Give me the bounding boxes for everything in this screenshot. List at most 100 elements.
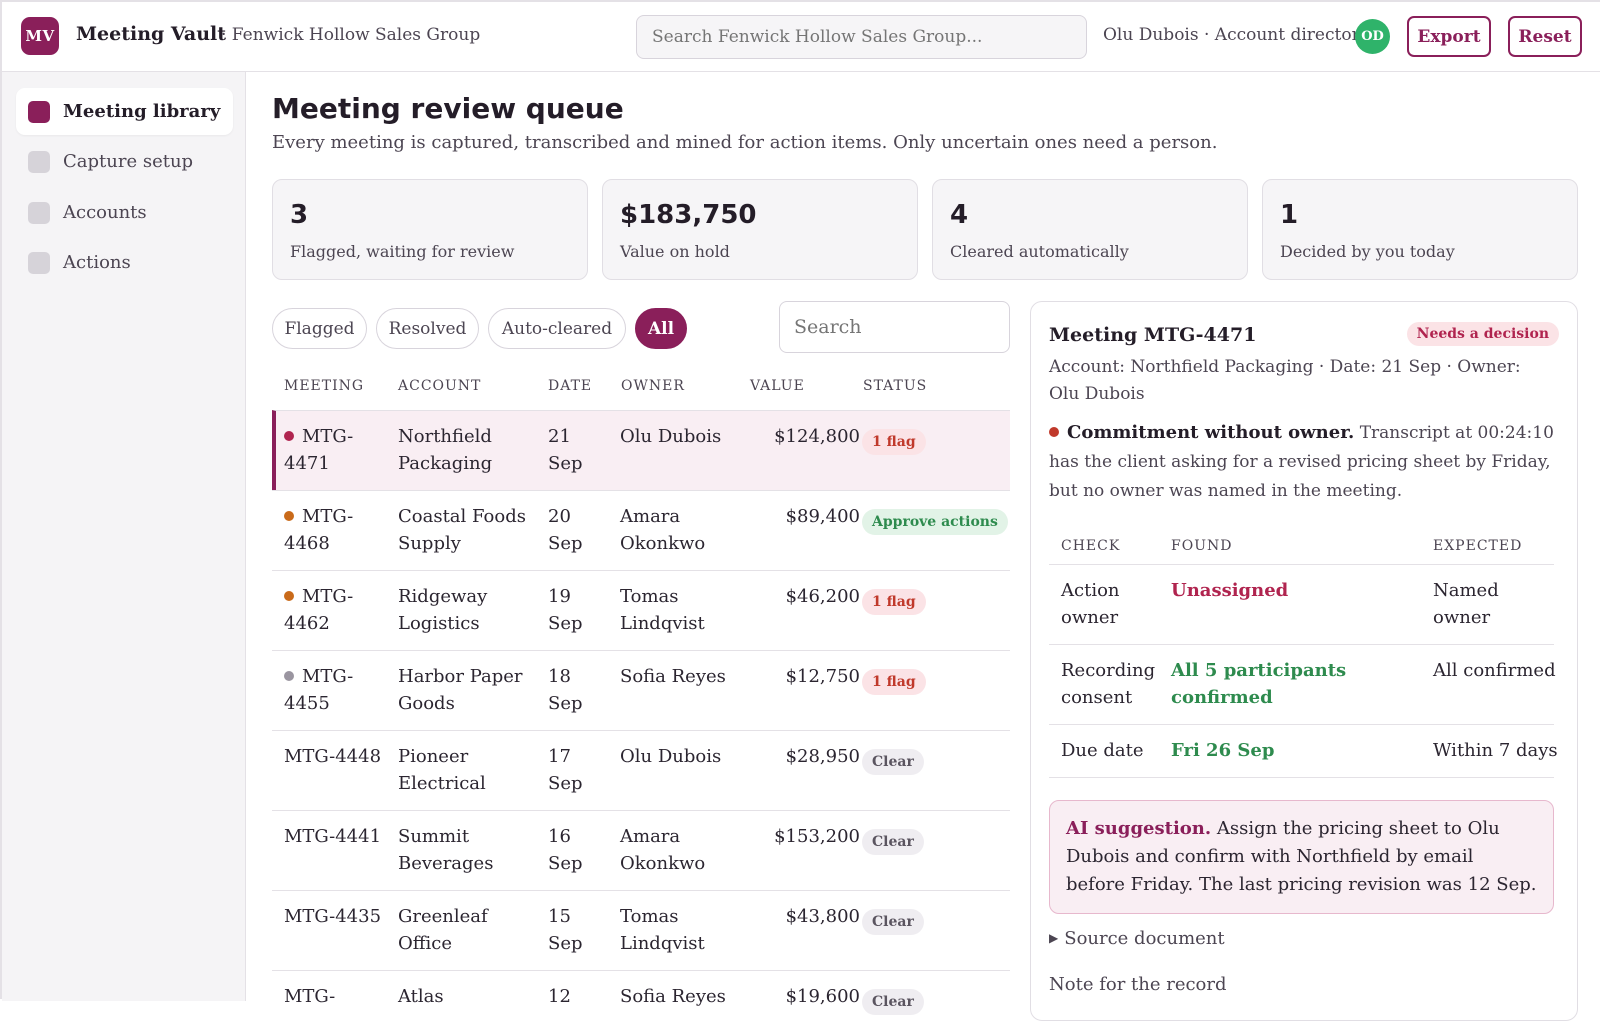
detail-meta: Account: Northfield Packaging · Date: 21… (1049, 357, 1521, 404)
filter-resolved[interactable]: Resolved (376, 308, 479, 349)
sidebar-item-meeting-library[interactable]: Meeting library (16, 88, 233, 135)
owner-name: Olu Dubois (620, 423, 740, 450)
sidebar-item-capture-setup[interactable]: Capture setup (16, 138, 233, 185)
stat-label: Cleared automatically (950, 242, 1129, 261)
owner-name: Sofia Reyes (620, 983, 740, 1010)
stat-value: 4 (950, 200, 969, 230)
filter-flagged[interactable]: Flagged (272, 308, 367, 349)
deal-value-text: $43,800 (785, 906, 860, 927)
owner-name-text: Tomas Lindqvist (620, 586, 705, 634)
page-title: Meeting review queue (272, 92, 624, 125)
owner-name-text: Olu Dubois (620, 746, 722, 767)
table-row[interactable]: MTG-4471 Northfield Packaging 21 Sep Olu Du… (272, 410, 1010, 490)
deal-value: $89,400 (742, 503, 860, 530)
stat-value: $183,750 (620, 200, 757, 230)
status-cell: Clear (862, 907, 924, 935)
export-button[interactable]: Export (1407, 16, 1491, 57)
sidebar-item-accounts[interactable]: Accounts (16, 189, 233, 236)
meeting-id-text: MTG- (284, 986, 336, 1007)
owner-name: Olu Dubois (620, 743, 740, 770)
avatar[interactable]: OD (1355, 19, 1390, 54)
stat-card-cleared: 4 Cleared automatically (932, 179, 1248, 280)
owner-name-text: Amara Okonkwo (620, 826, 706, 874)
account-name: Coastal Foods Supply (398, 503, 538, 557)
stat-card-decided: 1 Decided by you today (1262, 179, 1578, 280)
status-cell: 1 flag (862, 667, 926, 695)
deal-value-text: $89,400 (785, 506, 860, 527)
table-row[interactable]: MTG-4462 Ridgeway Logistics 19 Sep Tomas Li… (272, 570, 1010, 650)
status-badge: Approve actions (862, 509, 1008, 535)
top-bar: MV Meeting Vault · Fenwick Hollow Sales … (2, 2, 1600, 72)
account-name: Ridgeway Logistics (398, 583, 538, 637)
table-row[interactable]: MTG-4441 Summit Beverages 16 Sep Amara Okon… (272, 810, 1010, 890)
issue-title: Commitment without owner. (1067, 422, 1355, 443)
table-row[interactable]: MTG-4455 Harbor Paper Goods 18 Sep Sofia Re… (272, 650, 1010, 730)
meeting-id: MTG-4448 (284, 743, 392, 770)
meeting-date-text: 12 (548, 986, 571, 1007)
status-badge: Clear (862, 989, 924, 1015)
column-header-expected: EXPECTED (1433, 538, 1523, 554)
check-expected: Named owner (1433, 580, 1499, 628)
check-row: Recording consent All 5 participants con… (1049, 644, 1556, 724)
meeting-id-text: MTG-4455 (284, 666, 354, 714)
check-found: All 5 participants confirmed (1171, 660, 1347, 708)
meeting-id: MTG-4462 (284, 583, 392, 637)
stat-label: Value on hold (620, 242, 730, 261)
actions-icon (28, 251, 50, 274)
source-document-label: Source document (1064, 928, 1225, 949)
stat-card-flagged: 3 Flagged, waiting for review (272, 179, 588, 280)
account-name-text: Harbor Paper Goods (398, 666, 523, 714)
column-header-value[interactable]: VALUE (750, 378, 805, 394)
status-cell: 1 flag (862, 587, 926, 615)
ai-suggestion-text: Assign the pricing sheet to Olu Dubois a… (1066, 818, 1537, 895)
column-header-date[interactable]: DATE (548, 378, 593, 394)
note-label: Note for the record (1049, 974, 1227, 995)
ai-suggestion: AI suggestion. Assign the pricing sheet … (1049, 800, 1554, 914)
filter-all[interactable]: All (635, 308, 687, 349)
meeting-id: MTG-4468 (284, 503, 392, 557)
status-badge: 1 flag (862, 429, 926, 455)
meeting-date: 16 Sep (548, 823, 608, 877)
status-cell: Approve actions (862, 507, 1008, 535)
meeting-id-text: MTG-4462 (284, 586, 354, 634)
meeting-id-text: MTG-4448 (284, 746, 382, 767)
meeting-search-input[interactable] (779, 301, 1010, 353)
meeting-date-text: 21 Sep (548, 426, 583, 474)
column-header-status[interactable]: STATUS (863, 378, 928, 394)
meeting-date: 21 Sep (548, 423, 608, 477)
status-badge: Clear (862, 829, 924, 855)
meeting-id: MTG-4435 (284, 903, 392, 930)
check-row: Action owner Unassigned Named owner (1049, 564, 1554, 644)
owner-name: Tomas Lindqvist (620, 903, 740, 957)
capture-setup-icon (28, 150, 50, 173)
issue-text: Transcript at 00:24:10 has the client as… (1049, 423, 1554, 501)
status-cell: 1 flag (862, 427, 926, 455)
column-header-owner[interactable]: OWNER (621, 378, 685, 394)
source-document-toggle[interactable]: ▶ Source document (1049, 928, 1225, 949)
sidebar-item-actions[interactable]: Actions (16, 239, 233, 286)
table-row[interactable]: MTG-4435 Greenleaf Office 15 Sep Tomas Lind… (272, 890, 1010, 970)
owner-name: Sofia Reyes (620, 663, 740, 690)
global-search-input[interactable] (636, 15, 1087, 59)
meeting-id-text: MTG-4441 (284, 826, 382, 847)
filter-auto-cleared[interactable]: Auto-cleared (488, 308, 626, 349)
status-badge: 1 flag (862, 589, 926, 615)
column-header-account[interactable]: ACCOUNT (398, 378, 482, 394)
deal-value: $28,950 (742, 743, 860, 770)
reset-button[interactable]: Reset (1508, 16, 1582, 57)
deal-value-text: $19,600 (785, 986, 860, 1007)
check-name: Recording consent (1061, 660, 1156, 708)
owner-name: Tomas Lindqvist (620, 583, 740, 637)
table-row[interactable]: MTG-4448 Pioneer Electrical 17 Sep Olu Dubo… (272, 730, 1010, 810)
priority-dot-icon (284, 511, 294, 521)
stat-card-value-on-hold: $183,750 Value on hold (602, 179, 918, 280)
table-row[interactable]: MTG-4468 Coastal Foods Supply 20 Sep Amara … (272, 490, 1010, 570)
status-cell: Clear (862, 747, 924, 775)
check-name: Due date (1061, 740, 1144, 761)
meeting-date: 19 Sep (548, 583, 608, 637)
table-row[interactable]: MTG- Atlas 12 Sofia Reyes $19,600 Clear (272, 970, 1010, 1030)
account-name: Greenleaf Office (398, 903, 538, 957)
issue-summary: Commitment without owner. Transcript at … (1049, 418, 1561, 506)
column-header-meeting[interactable]: MEETING (284, 378, 365, 394)
stat-value: 3 (290, 200, 309, 230)
